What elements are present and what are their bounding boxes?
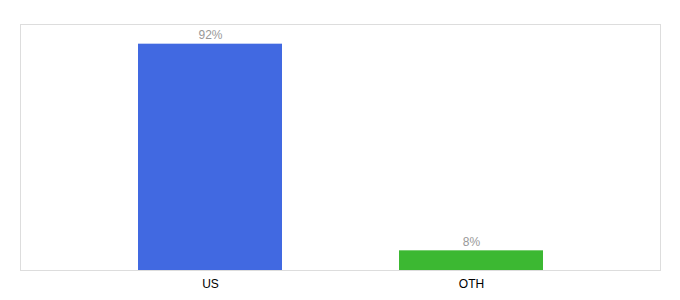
svg-text:US: US [202, 277, 219, 291]
svg-text:92%: 92% [198, 28, 222, 42]
svg-text:8%: 8% [463, 235, 481, 249]
svg-text:OTH: OTH [459, 277, 484, 291]
